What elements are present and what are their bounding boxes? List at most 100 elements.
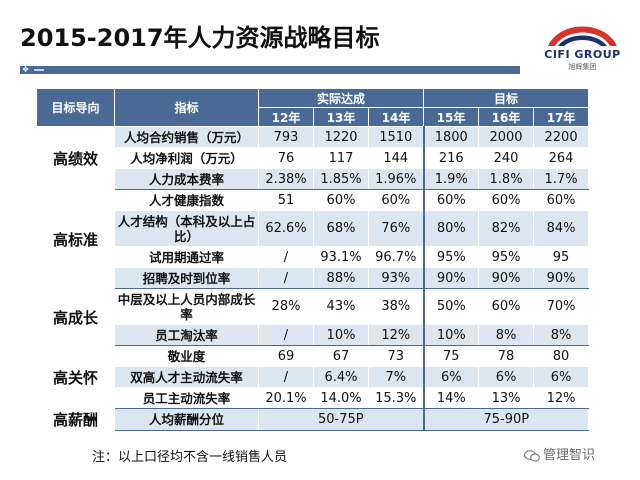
table-row: 双高人才主动流失率 / 6.4% 7% 6% 6% 6% [37,366,590,388]
table-cell: 1800 [422,126,480,148]
table-cell: 70% [533,288,590,325]
table-cell: / [258,246,314,268]
table-row: 高绩效 人均合约销售（万元） 793 1220 1510 1800 2000 2… [36,126,590,190]
table-cell: 93.1% [313,246,369,268]
table-cell: 8% [478,324,535,346]
header-year: 15年 [423,107,480,127]
table-cell: 6% [478,366,535,388]
table-row: 高薪酬 人均薪酬分位 50-75P 75-90P [36,408,590,431]
category-label: 高成长 [36,288,115,346]
table-row: 人均净利润（万元） 76 117 144 216 240 264 [37,147,590,169]
table-cell: 60% [367,189,425,211]
table-cell: 12% [367,324,425,346]
table-cell: 90% [478,267,535,289]
table-cell: 93% [367,267,425,289]
table-row: 员工主动流失率 20.1% 14.0% 15.3% 14% 13% 12% [37,387,590,409]
table-row: 高标准 人才健康指数 51 60% 60% 60% 60% 60% [36,189,590,289]
table-cell: 7% [367,366,425,388]
table-cell: 20.1% [258,387,314,409]
header-year: 17年 [533,107,590,127]
table-cell: 14% [422,387,480,409]
indicator-label: 员工主动流失率 [114,387,259,409]
category-label: 高标准 [36,189,115,289]
table-cell: 76% [367,210,425,247]
table-cell: 95% [478,246,535,268]
indicator-label: 人才健康指数 [114,189,259,211]
header-target: 目标 [423,88,590,108]
table-cell: 95% [422,246,480,268]
table-cell: 60% [422,189,480,211]
table-cell: 73 [367,345,425,367]
indicator-label: 人均薪酬分位 [114,408,259,431]
header-year: 14年 [367,107,425,127]
table-cell: 96.7% [367,246,425,268]
table-cell: 62.6% [258,210,314,247]
table-cell: 38% [367,288,425,325]
logo-subtext: 旭辉集团 [568,63,597,71]
table-cell: 216 [422,147,480,169]
table-cell: 1.7% [533,168,590,190]
table-cell: 10% [313,324,369,346]
table-cell: 13% [478,387,535,409]
category-label: 高绩效 [36,126,115,190]
table-cell: 12% [533,387,590,409]
table-cell: 84% [533,210,590,247]
table-row: 高关怀 敬业度 69 67 73 75 78 80 [36,345,590,409]
table-cell: 69 [258,345,314,367]
indicator-label: 双高人才主动流失率 [114,366,259,388]
page-title: 2015-2017年人力资源战略目标 [20,24,380,52]
table-cell: 1.85% [313,168,369,190]
logo-arch-icon [548,26,617,46]
table-cell: 75 [422,345,480,367]
table-cell: 10% [422,324,480,346]
footnote: 注：以上口径均不含一线销售人员 [92,450,288,465]
table-cell: 15.3% [367,387,425,409]
divider-accent [34,69,44,71]
table-cell: 82% [478,210,535,247]
table-cell: 80 [533,345,590,367]
table-cell: 2.38% [258,168,314,190]
table-cell: 60% [478,288,535,325]
table-cell: 50% [422,288,480,325]
indicator-label: 敬业度 [114,345,259,367]
indicator-label: 人均合约销售（万元） [114,126,259,148]
table-cell: 95 [533,246,590,268]
wechat-icon [524,449,540,461]
table-row: 人才结构（本科及以上占比） 62.6% 68% 76% 80% 82% 84% [37,210,590,247]
table-row: 试用期通过率 / 93.1% 96.7% 95% 95% 95 [37,246,590,268]
category-label: 高薪酬 [36,408,115,431]
table-row: 招聘及时到位率 / 88% 93% 90% 90% 90% [37,267,590,289]
indicator-label: 人力成本费率 [114,168,259,190]
header-year: 13年 [313,107,369,127]
indicator-label: 中层及以上人员内部成长率 [114,288,259,325]
table-cell: 1510 [367,126,425,148]
table-cell: / [258,324,314,346]
table-cell: / [258,267,314,289]
table-cell: 90% [533,267,590,289]
table-cell-merged: 75-90P [422,408,590,431]
table-cell: 60% [533,189,590,211]
table-cell: 793 [258,126,314,148]
indicator-label: 招聘及时到位率 [114,267,259,289]
table-cell: 28% [258,288,314,325]
header-indicator: 指标 [114,88,259,127]
table-cell: 14.0% [313,387,369,409]
header-year: 12年 [258,107,314,127]
table-cell: 80% [422,210,480,247]
table-cell: 78 [478,345,535,367]
header-year: 16年 [478,107,535,127]
table-cell: 90% [422,267,480,289]
table-cell: 6.4% [313,366,369,388]
indicator-label: 试用期通过率 [114,246,259,268]
table-cell: 6% [533,366,590,388]
table-cell: 51 [258,189,314,211]
watermark: 管理智识 [524,444,595,463]
table-cell: 60% [313,189,369,211]
table-cell: 1.8% [478,168,535,190]
table-row: 员工淘汰率 / 10% 12% 10% 8% 8% [37,324,590,346]
indicator-label: 人均净利润（万元） [114,147,259,169]
watermark-text: 管理智识 [543,448,596,463]
table-cell: 144 [367,147,425,169]
header-dimension: 目标导向 [36,88,115,127]
logo-text: CIFI GROUP [544,48,621,61]
